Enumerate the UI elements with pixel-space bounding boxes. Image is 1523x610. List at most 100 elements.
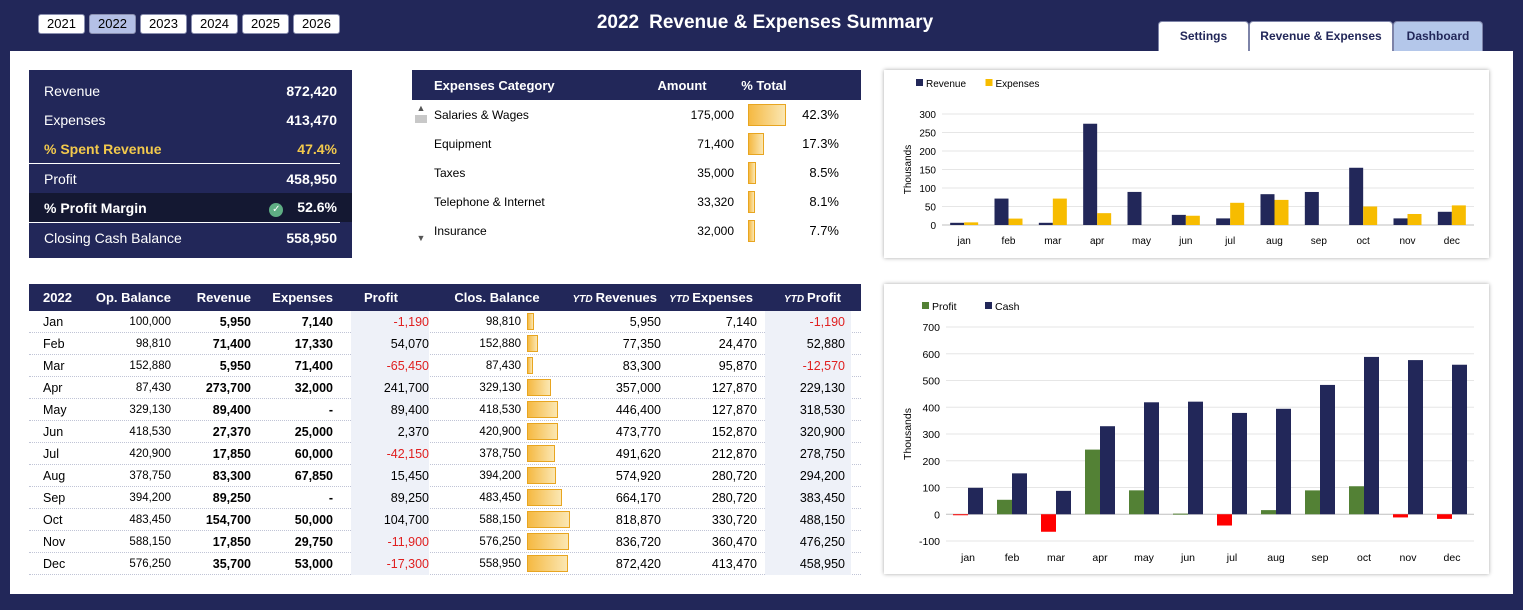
- kpi-profit-value: 458,950: [286, 170, 337, 187]
- y-tick-label: 100: [919, 184, 936, 195]
- tab-dashboard[interactable]: Dashboard: [1393, 21, 1483, 51]
- bar-revenue-jun: [1171, 214, 1186, 225]
- row-profit: -65,450: [351, 354, 429, 377]
- year-2025-button[interactable]: 2025: [242, 14, 289, 34]
- bar-profit-apr: [1085, 449, 1100, 515]
- expense-share-bar: [748, 190, 756, 213]
- clos-balance-bar: [527, 511, 570, 528]
- bar-revenue-mar: [1038, 222, 1053, 225]
- row-month: Dec: [43, 556, 66, 571]
- row-ytd-revenue: 574,920: [615, 468, 661, 483]
- bar-expenses-aug: [1274, 199, 1289, 225]
- kpi-profit-margin: % Profit Margin ✓ 52.6%: [29, 193, 352, 222]
- row-clos-balance: 98,810: [485, 315, 521, 328]
- clos-balance-bar: [527, 401, 558, 418]
- row-profit: 241,700: [351, 376, 429, 399]
- scroll-down-icon[interactable]: ▼: [416, 233, 426, 243]
- y-tick-label: 250: [919, 129, 936, 140]
- list-scrollbar[interactable]: ▲ ▼: [414, 103, 428, 251]
- x-tick-label: may: [1132, 236, 1151, 247]
- row-ytd-profit: 383,450: [765, 486, 851, 509]
- y-tick-label: 500: [922, 376, 940, 388]
- row-op-balance: 378,750: [129, 469, 171, 482]
- year-2021-button[interactable]: 2021: [38, 14, 85, 34]
- row-op-balance: 329,130: [129, 403, 171, 416]
- bar-revenue-oct: [1349, 167, 1364, 225]
- dashboard-panel: Revenue 872,420 Expenses 413,470 % Spent…: [10, 51, 1513, 594]
- y-tick-label: 0: [930, 221, 936, 232]
- y-tick-label: 0: [934, 509, 940, 521]
- row-op-balance: 418,530: [129, 425, 171, 438]
- clos-balance-bar: [527, 533, 570, 550]
- header-revenue: Revenue: [196, 290, 251, 305]
- bar-expenses-nov: [1407, 213, 1422, 225]
- bar-cash-feb: [1012, 473, 1027, 515]
- expenses-category-table: Expenses Category Amount % Total Salarie…: [412, 70, 861, 245]
- row-expenses: 67,850: [294, 468, 333, 483]
- expense-amount: 32,000: [697, 223, 734, 238]
- scroll-thumb[interactable]: [415, 115, 427, 123]
- legend-swatch-expenses: [985, 79, 993, 86]
- y-tick-label: 300: [922, 429, 940, 441]
- y-tick-label: 100: [922, 483, 940, 495]
- x-tick-label: nov: [1400, 552, 1418, 564]
- x-tick-label: jan: [960, 552, 975, 564]
- x-tick-label: jun: [1178, 236, 1192, 247]
- bar-expenses-oct: [1363, 206, 1378, 225]
- expense-pct: 42.3%: [802, 107, 839, 122]
- row-ytd-revenue: 664,170: [615, 490, 661, 505]
- row-profit: -1,190: [351, 310, 429, 333]
- year-2022-button[interactable]: 2022: [89, 14, 136, 34]
- row-profit: 2,370: [351, 420, 429, 443]
- y-tick-label: 150: [919, 166, 936, 177]
- row-expenses: 32,000: [294, 380, 333, 395]
- row-ytd-profit: 229,130: [765, 376, 851, 399]
- row-revenue: 83,300: [212, 468, 251, 483]
- bar-profit-nov: [1393, 514, 1408, 518]
- year-2026-button[interactable]: 2026: [293, 14, 340, 34]
- table-row: Mar 152,880 5,950 71,400 -65,450 87,430 83,300…: [29, 354, 861, 377]
- year-2023-button[interactable]: 2023: [140, 14, 187, 34]
- expense-amount: 33,320: [697, 194, 734, 209]
- bar-revenue-sep: [1304, 191, 1319, 225]
- row-revenue: 17,850: [212, 446, 251, 461]
- header-ytd-revenues: Revenues: [595, 290, 657, 305]
- row-clos-balance: 418,530: [479, 403, 521, 416]
- row-ytd-expenses: 7,140: [725, 314, 757, 329]
- profit-cash-chart: -100 0 100 200 300 400 500 600 700 Thousands jan fe…: [884, 284, 1489, 574]
- header-pct-total: % Total: [741, 77, 787, 93]
- x-tick-label: dec: [1444, 236, 1460, 247]
- tab-revenue-expenses[interactable]: Revenue & Expenses: [1249, 21, 1393, 51]
- tab-settings[interactable]: Settings: [1158, 21, 1249, 51]
- row-ytd-revenue: 77,350: [622, 336, 661, 351]
- bar-cash-jan: [968, 487, 983, 515]
- row-clos-balance: 87,430: [485, 359, 521, 372]
- bar-profit-mar: [1041, 514, 1056, 532]
- kpi-spent-revenue: % Spent Revenue 47.4%: [29, 134, 352, 163]
- bar-expenses-mar: [1052, 198, 1067, 225]
- row-ytd-expenses: 127,870: [711, 380, 757, 395]
- clos-balance-bar: [527, 467, 556, 484]
- monthly-table-body: Jan 100,000 5,950 7,140 -1,190 98,810 5,950 7,1…: [29, 310, 861, 575]
- year-2024-button[interactable]: 2024: [191, 14, 238, 34]
- row-revenue: 27,370: [212, 424, 251, 439]
- row-op-balance: 87,430: [135, 381, 171, 394]
- clos-balance-bar: [527, 379, 552, 396]
- table-row: Oct 483,450 154,700 50,000 104,700 588,150 818…: [29, 508, 861, 531]
- header-ytd-expenses: Expenses: [692, 290, 753, 305]
- row-month: Apr: [43, 380, 63, 395]
- expense-pct: 8.1%: [809, 194, 839, 209]
- row-month: Mar: [43, 358, 65, 373]
- row-revenue: 273,700: [205, 380, 251, 395]
- header-clos-balance: Clos. Balance: [454, 290, 540, 305]
- x-tick-label: mar: [1047, 552, 1066, 564]
- header-amount: Amount: [657, 77, 707, 93]
- kpi-expenses-label: Expenses: [44, 111, 106, 128]
- row-ytd-revenue: 836,720: [615, 534, 661, 549]
- scroll-up-icon[interactable]: ▲: [416, 103, 426, 113]
- row-ytd-profit: 458,950: [765, 552, 851, 575]
- row-ytd-revenue: 818,870: [615, 512, 661, 527]
- row-ytd-profit: 278,750: [765, 442, 851, 465]
- row-revenue: 5,950: [219, 358, 251, 373]
- header-expenses: Expenses: [272, 290, 333, 305]
